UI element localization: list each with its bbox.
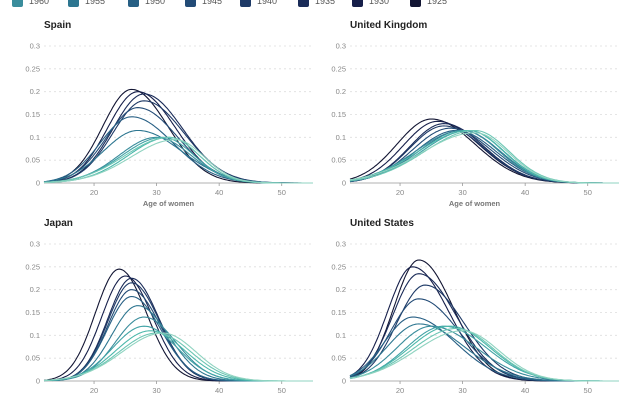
legend-item: 1955 — [68, 0, 105, 8]
x-tick-label: 40 — [521, 386, 529, 395]
series-line — [349, 284, 619, 382]
y-tick-label: 0.05 — [331, 354, 346, 363]
legend-item: 1950 — [128, 0, 165, 8]
series-line — [349, 127, 619, 184]
x-tick-label: 40 — [521, 188, 529, 197]
legend-swatch — [128, 0, 139, 7]
legend-item: 1925 — [410, 0, 447, 8]
legend-item: 1940 — [240, 0, 277, 8]
y-tick-label: 0.1 — [30, 133, 40, 142]
legend-swatch — [352, 0, 363, 7]
panel-title: United States — [350, 218, 414, 229]
series-line — [44, 139, 313, 184]
panel-united-states: United States 0 0.05 0.1 0.15 0.2 0.25 0.3 20 30… — [314, 214, 619, 414]
legend-swatch — [68, 0, 79, 7]
series-line — [49, 275, 312, 382]
x-tick-label: 30 — [152, 386, 160, 395]
y-tick-label: 0.15 — [25, 110, 40, 119]
legend-swatch — [185, 0, 196, 7]
y-tick-label: 0.25 — [25, 64, 40, 73]
y-tick-label: 0.3 — [336, 42, 346, 51]
legend-label: 1955 — [85, 0, 106, 6]
x-tick-label: 20 — [396, 188, 404, 197]
legend-label: 1935 — [315, 0, 336, 6]
x-tick-label: 30 — [458, 188, 466, 197]
panel-title: Spain — [44, 20, 72, 31]
y-tick-label: 0.1 — [30, 331, 40, 340]
y-tick-label: 0.05 — [331, 156, 346, 165]
chart-japan: 0 0.05 0.1 0.15 0.2 0.25 0.3 20 30 40 50 — [25, 240, 313, 395]
x-tick-label: 50 — [584, 386, 592, 395]
y-tick-label: 0 — [36, 377, 40, 386]
legend-label: 1925 — [427, 0, 448, 6]
legend-swatch — [12, 0, 23, 7]
legend-item: 1930 — [352, 0, 389, 8]
legend-swatch — [410, 0, 421, 7]
legend-label: 1950 — [145, 0, 166, 6]
y-tick-label: 0.05 — [25, 156, 40, 165]
y-tick-label: 0.2 — [30, 285, 40, 294]
series-line — [349, 118, 619, 184]
x-tick-label: 30 — [152, 188, 160, 197]
y-tick-label: 0.15 — [331, 308, 346, 317]
y-tick-label: 0.2 — [336, 87, 346, 96]
y-tick-label: 0.25 — [25, 262, 40, 271]
y-tick-label: 0 — [342, 377, 346, 386]
panel-title: Japan — [44, 218, 73, 229]
y-tick-label: 0.05 — [25, 354, 40, 363]
y-tick-label: 0.3 — [30, 42, 40, 51]
x-tick-label: 50 — [584, 188, 592, 197]
x-tick-label: 40 — [215, 386, 223, 395]
y-tick-label: 0.25 — [331, 262, 346, 271]
x-tick-label: 50 — [278, 386, 286, 395]
legend-swatch — [298, 0, 309, 7]
y-tick-label: 0.3 — [30, 240, 40, 249]
series-line — [349, 129, 619, 184]
x-tick-label: 30 — [458, 386, 466, 395]
legend-swatch — [240, 0, 251, 7]
series-line — [349, 316, 619, 382]
legend-item: 1945 — [185, 0, 222, 8]
x-tick-label: 20 — [396, 386, 404, 395]
series-line — [349, 298, 619, 382]
series-line — [349, 132, 619, 184]
y-tick-label: 0.1 — [336, 133, 346, 142]
legend: 1960 1955 1950 1945 1940 1935 1930 1925 — [0, 0, 640, 10]
x-axis-title: Age of women — [143, 199, 195, 208]
x-axis-title: Age of women — [449, 199, 501, 208]
y-tick-label: 0.3 — [336, 240, 346, 249]
x-tick-label: 50 — [278, 188, 286, 197]
chart-united-kingdom: 0 0.05 0.1 0.15 0.2 0.25 0.3 20 30 40 50 Age of wom… — [331, 42, 619, 208]
legend-item: 1935 — [298, 0, 335, 8]
y-tick-label: 0.25 — [331, 64, 346, 73]
legend-label: 1960 — [29, 0, 50, 6]
panel-japan: Japan 0 0.05 0.1 0.15 0.2 0.25 0.3 20 30 40 50 — [8, 214, 313, 414]
legend-label: 1940 — [257, 0, 278, 6]
series-line — [349, 330, 619, 382]
y-tick-label: 0.2 — [336, 285, 346, 294]
panel-united-kingdom: United Kingdom 0 0.05 0.1 0.15 0.2 0.25 0.3 20 3… — [314, 16, 619, 216]
y-tick-label: 0.15 — [331, 110, 346, 119]
legend-item: 1960 — [12, 0, 49, 8]
x-tick-label: 20 — [90, 386, 98, 395]
series-line — [44, 332, 313, 382]
panel-title: United Kingdom — [350, 20, 428, 31]
legend-label: 1930 — [369, 0, 390, 6]
chart-united-states: 0 0.05 0.1 0.15 0.2 0.25 0.3 20 30 40 50 — [331, 240, 619, 395]
y-tick-label: 0.2 — [30, 87, 40, 96]
y-tick-label: 0 — [36, 179, 40, 188]
legend-label: 1945 — [202, 0, 223, 6]
chart-spain: 0 0.05 0.1 0.15 0.2 0.25 0.3 20 30 40 50 Age of wom… — [25, 42, 313, 208]
y-tick-label: 0 — [342, 179, 346, 188]
y-tick-label: 0.15 — [25, 308, 40, 317]
x-tick-label: 20 — [90, 188, 98, 197]
x-tick-label: 40 — [215, 188, 223, 197]
y-tick-label: 0.1 — [336, 331, 346, 340]
panel-spain: Spain 0 0.05 0.1 0.15 0.2 0.25 0.3 20 30 40 50 Age … — [8, 16, 313, 216]
